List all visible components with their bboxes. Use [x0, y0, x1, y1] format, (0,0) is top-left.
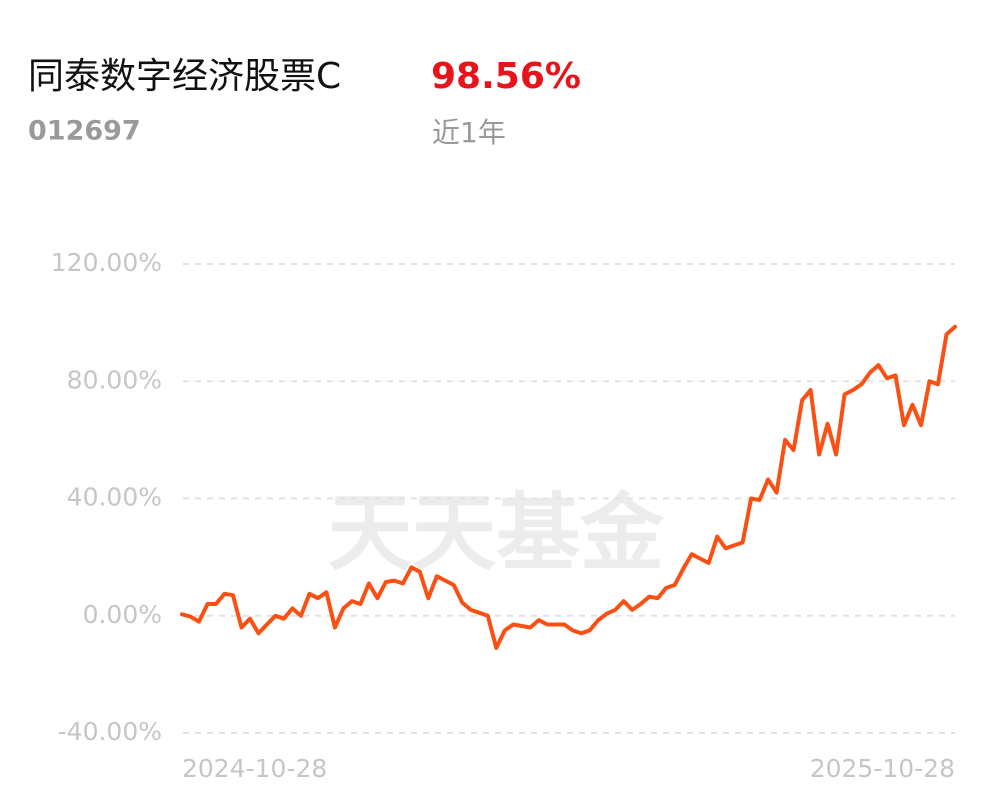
y-tick-label: 0.00% [83, 600, 162, 629]
x-tick-label: 2025-10-28 [810, 754, 955, 783]
fund-code: 012697 [28, 116, 141, 147]
y-tick-label: 40.00% [67, 483, 162, 512]
period-label: 近1年 [432, 116, 506, 149]
y-tick-label: 80.00% [67, 365, 162, 394]
fund-return: 98.56% [431, 56, 581, 97]
fund-name: 同泰数字经济股票C [28, 56, 341, 97]
return-line [180, 324, 957, 650]
y-tick-label: -40.00% [58, 717, 162, 746]
x-tick-label: 2024-10-28 [182, 754, 327, 783]
y-tick-label: 120.00% [51, 248, 162, 277]
